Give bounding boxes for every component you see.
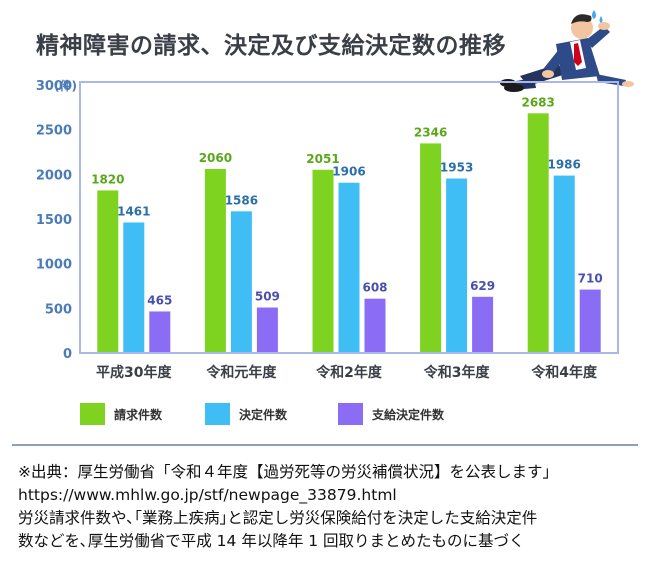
bar bbox=[527, 113, 549, 352]
source-line: 数などを､厚生労働省で平成 14 年以降年 1 回取りまとめたものに基づく bbox=[18, 532, 525, 550]
legend-swatch bbox=[338, 403, 363, 425]
bar-value-label: 465 bbox=[147, 293, 172, 307]
legend-swatch bbox=[205, 403, 230, 425]
y-tick-label: 2500 bbox=[36, 124, 72, 139]
legend-item: 請求件数 bbox=[80, 403, 162, 425]
bar-value-label: 2060 bbox=[199, 151, 232, 165]
y-tick-label: 500 bbox=[45, 302, 72, 317]
plot-frame bbox=[79, 81, 619, 354]
x-tick-label: 令和元年度 bbox=[205, 364, 277, 381]
bar bbox=[579, 289, 601, 352]
bar-value-label: 710 bbox=[578, 272, 603, 286]
y-tick-label: 1000 bbox=[36, 258, 72, 273]
legend-item: 支給決定件数 bbox=[338, 403, 444, 425]
bar bbox=[420, 143, 442, 352]
bar-value-label: 2051 bbox=[306, 152, 339, 166]
bar bbox=[204, 168, 226, 352]
bar bbox=[123, 222, 145, 352]
divider bbox=[12, 444, 638, 446]
bar-value-label: 509 bbox=[255, 290, 280, 304]
source-line: ※出典：厚生労働省「令和４年度【過労死等の労災補償状況】を公表します」 bbox=[18, 463, 558, 481]
chart: (件) 0 500 1000 1500 2000 2500 3000 1820 1461 465 平成… bbox=[0, 70, 650, 400]
bar bbox=[338, 182, 360, 352]
bar bbox=[97, 190, 119, 352]
page-title: 精神障害の請求、決定及び支給決定数の推移 bbox=[36, 33, 506, 59]
bar bbox=[230, 211, 252, 352]
bar-value-label: 2346 bbox=[414, 125, 447, 139]
bar bbox=[364, 298, 386, 352]
bar bbox=[472, 296, 494, 352]
bar-value-label: 1820 bbox=[91, 172, 124, 186]
bar-value-label: 608 bbox=[362, 281, 387, 295]
bar-value-label: 1906 bbox=[332, 165, 365, 179]
bar-value-label: 1461 bbox=[117, 204, 150, 218]
bar-value-label: 2683 bbox=[521, 95, 554, 109]
x-tick-label: 令和2年度 bbox=[315, 364, 383, 381]
bar-chart: (件) 0 500 1000 1500 2000 2500 3000 1820 1461 465 平成… bbox=[36, 78, 619, 381]
legend-label: 支給決定件数 bbox=[372, 407, 445, 422]
bar bbox=[553, 175, 575, 352]
y-tick-label: 0 bbox=[63, 347, 72, 362]
bar-value-label: 1953 bbox=[440, 161, 473, 175]
y-tick-label: 2000 bbox=[36, 168, 72, 183]
source-note: ※出典：厚生労働省「令和４年度【過労死等の労災補償状況】を公表します」 http… bbox=[18, 461, 638, 553]
legend-item: 決定件数 bbox=[205, 403, 287, 425]
x-tick-label: 令和4年度 bbox=[530, 364, 598, 381]
bar bbox=[312, 169, 334, 352]
x-tick-label: 平成30年度 bbox=[96, 364, 172, 381]
bar-value-label: 1986 bbox=[547, 158, 580, 172]
legend-label: 請求件数 bbox=[114, 407, 163, 422]
y-axis-unit-label: (件) bbox=[54, 78, 77, 93]
legend: 請求件数 決定件数 支給決定件数 bbox=[0, 403, 650, 427]
bar bbox=[256, 307, 278, 352]
x-tick-label: 令和3年度 bbox=[423, 364, 491, 381]
bar bbox=[446, 178, 468, 352]
legend-label: 決定件数 bbox=[239, 407, 288, 422]
y-tick-label: 3000 bbox=[36, 79, 72, 94]
source-url: https://www.mhlw.go.jp/stf/newpage_33879… bbox=[18, 486, 397, 504]
y-tick-label: 1500 bbox=[36, 213, 72, 228]
bar-value-label: 629 bbox=[470, 279, 495, 293]
source-line: 労災請求件数や､｢業務上疾病｣と認定し労災保険給付を決定した支給決定件 bbox=[18, 509, 538, 527]
bar bbox=[149, 311, 171, 352]
legend-swatch bbox=[80, 403, 105, 425]
bar-value-label: 1586 bbox=[225, 193, 258, 207]
